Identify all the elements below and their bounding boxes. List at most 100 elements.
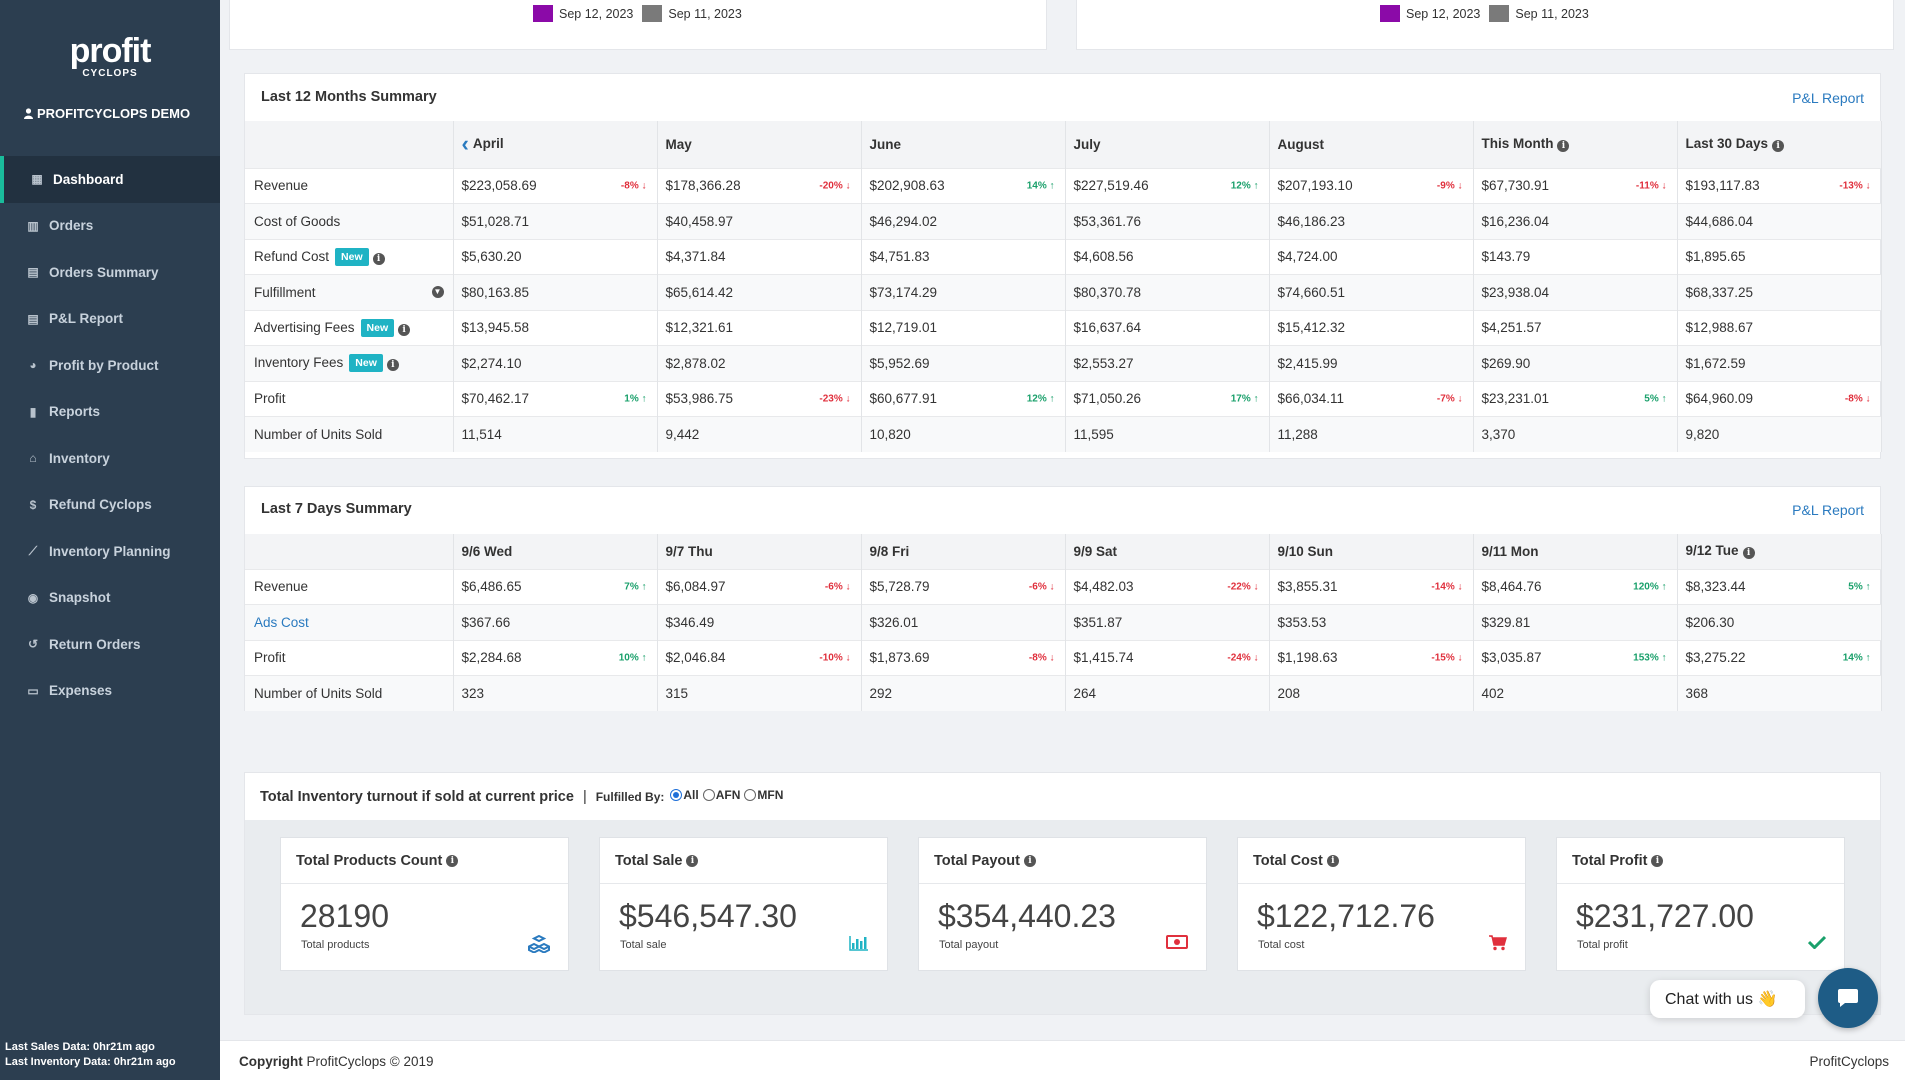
legend-item[interactable]: Sep 12, 2023 [533, 5, 633, 22]
info-icon[interactable]: i [1772, 140, 1785, 153]
table-cell: $193,117.83 -13% ↓ [1677, 167, 1882, 204]
legend-label: Sep 12, 2023 [1406, 6, 1481, 21]
table-cell: $2,046.84 -10% ↓ [657, 639, 862, 676]
user-name[interactable]: PROFITCYCLOPS DEMO [24, 106, 190, 121]
row-label: Revenue [245, 167, 454, 204]
cell-value: $12,719.01 [869, 320, 938, 336]
sidebar-item-label: P&L Report [49, 311, 124, 327]
cell-value: $13,945.58 [461, 320, 530, 336]
row-label: Inventory Fees New i [245, 345, 454, 381]
cell-value: $202,908.63 [869, 178, 945, 194]
table-cell: 264 [1065, 675, 1270, 711]
sidebar-item-orders[interactable]: ▥ Orders [0, 203, 220, 250]
camera-icon: ◉ [27, 590, 39, 605]
column-header: July [1065, 121, 1270, 168]
change-indicator: -10% ↓ [819, 652, 850, 663]
info-icon[interactable]: i [1742, 547, 1755, 560]
sidebar-item-snapshot[interactable]: ◉ Snapshot [0, 575, 220, 622]
info-icon[interactable]: i [1326, 854, 1339, 867]
cell-value: 323 [461, 686, 485, 701]
chat-button[interactable] [1818, 968, 1878, 1028]
info-icon[interactable]: i [398, 323, 411, 336]
table-cell: $223,058.69 -8% ↓ [453, 167, 658, 204]
table-cell: $53,986.75 -23% ↓ [657, 380, 862, 417]
row-label[interactable]: Ads Cost [245, 604, 454, 640]
legend-item[interactable]: Sep 11, 2023 [1489, 5, 1589, 22]
fulfilled-by-all-radio[interactable]: All [670, 788, 699, 802]
table-cell: $4,608.56 [1065, 238, 1270, 275]
change-percent: -8% [1028, 652, 1047, 664]
fulfilled-by-mfn-radio[interactable]: MFN [744, 788, 783, 802]
arrow-up-icon: ↑ [638, 393, 647, 405]
info-icon[interactable]: i [686, 854, 699, 867]
sidebar-item-reports[interactable]: ▮ Reports [0, 389, 220, 436]
table-cell: $326.01 [861, 604, 1066, 640]
sidebar-item-dashboard[interactable]: ▦ Dashboard [0, 156, 220, 203]
info-icon[interactable]: i [446, 854, 459, 867]
change-percent: -23% [819, 393, 843, 405]
column-header: 9/7 Thu [657, 534, 862, 569]
monthly-summary-panel: Last 12 Months Summary P&L Report ‹ April… [244, 73, 1882, 459]
column-header: 9/12 Tue i [1677, 534, 1882, 569]
logo[interactable]: profit CYCLOPS [0, 34, 220, 79]
sidebar-item-label: Profit by Product [49, 357, 159, 373]
row-label-text: Number of Units Sold [254, 427, 383, 442]
copyright-text: ProfitCyclops © 2019 [306, 1054, 434, 1069]
table-header-row: 9/6 Wed 9/7 Thu 9/8 Fri 9/9 Sat 9/10 Sun 9/11… [245, 534, 1882, 569]
table-row: Profit $70,462.17 1% ↑ $53,986.75 -23% ↓ $60,… [245, 380, 1882, 417]
chat-prompt[interactable]: Chat with us 👋 [1650, 980, 1805, 1018]
table-row: Advertising Fees New i $13,945.58 $12,321.61… [245, 309, 1882, 346]
info-icon[interactable]: i [1651, 854, 1664, 867]
sidebar-item-label: Expenses [49, 683, 113, 699]
table-cell: $66,034.11 -7% ↓ [1269, 380, 1474, 417]
cell-value: $353.53 [1277, 614, 1327, 630]
info-icon[interactable]: i [372, 252, 385, 265]
row-label: Cost of Goods [245, 203, 454, 239]
sidebar-item-refund-cyclops[interactable]: $ Refund Cyclops [0, 482, 220, 529]
change-percent: -6% [1028, 581, 1047, 593]
column-header-label: 9/8 Fri [869, 543, 910, 559]
chart-legend: Sep 12, 2023 Sep 11, 2023 [533, 5, 751, 22]
column-header-label: May [665, 136, 692, 152]
sidebar-item-return-orders[interactable]: ↺ Return Orders [0, 621, 220, 668]
legend-item[interactable]: Sep 12, 2023 [1380, 5, 1480, 22]
sidebar-item-orders-summary[interactable]: ▤ Orders Summary [0, 249, 220, 296]
cell-value: $53,361.76 [1073, 213, 1142, 229]
sidebar-item-p-l-report[interactable]: ▤ P&L Report [0, 296, 220, 343]
sidebar-item-inventory[interactable]: ⌂ Inventory [0, 435, 220, 482]
table-row: Inventory Fees New i $2,274.10 $2,878.02 $5,9… [245, 345, 1882, 381]
radio-circle[interactable] [670, 789, 683, 801]
change-percent: 14% [1842, 652, 1863, 664]
fulfilled-by-afn-radio[interactable]: AFN [702, 788, 740, 802]
radio-circle[interactable] [702, 789, 715, 801]
column-header: 9/6 Wed [453, 534, 658, 569]
cell-value: $193,117.83 [1685, 178, 1760, 194]
radio-circle[interactable] [744, 789, 757, 801]
chevron-down-icon[interactable]: ▼ [431, 286, 444, 299]
cell-value: $3,855.31 [1277, 579, 1338, 595]
change-percent: -8% [620, 180, 639, 192]
chart-card-left: Sep 12, 2023 Sep 11, 2023 [229, 0, 1047, 50]
column-header-label: Last 30 Days [1685, 136, 1769, 152]
chevron-left-icon[interactable]: ‹ [461, 131, 469, 157]
info-icon[interactable]: i [1023, 854, 1036, 867]
panel-title: Last 12 Months Summary [261, 89, 437, 105]
chart-legend: Sep 12, 2023 Sep 11, 2023 [1380, 5, 1598, 22]
legend-item[interactable]: Sep 11, 2023 [642, 5, 742, 22]
pl-report-link[interactable]: P&L Report [1792, 90, 1864, 106]
sidebar-item-label: Inventory [49, 450, 110, 466]
row-label: Number of Units Sold [245, 675, 454, 711]
panel-title: Last 7 Days Summary [261, 501, 412, 517]
row-label-text[interactable]: Ads Cost [254, 614, 309, 630]
cell-value: $178,366.28 [665, 178, 741, 194]
sidebar-item-profit-by-product[interactable]: ◕ Profit by Product [0, 342, 220, 389]
change-indicator: -11% ↓ [1636, 180, 1667, 191]
table-cell: $46,186.23 [1269, 203, 1474, 239]
sidebar-item-expenses[interactable]: ▭ Expenses [0, 668, 220, 715]
info-icon[interactable]: i [386, 359, 399, 372]
stat-card-total-sale: Total Sale i $546,547.30 Total sale [599, 837, 888, 971]
info-icon[interactable]: i [1557, 140, 1570, 153]
table-cell: $2,878.02 [657, 345, 862, 381]
sidebar-item-inventory-planning[interactable]: ⟋ Inventory Planning [0, 528, 220, 575]
pl-report-link[interactable]: P&L Report [1792, 502, 1864, 518]
